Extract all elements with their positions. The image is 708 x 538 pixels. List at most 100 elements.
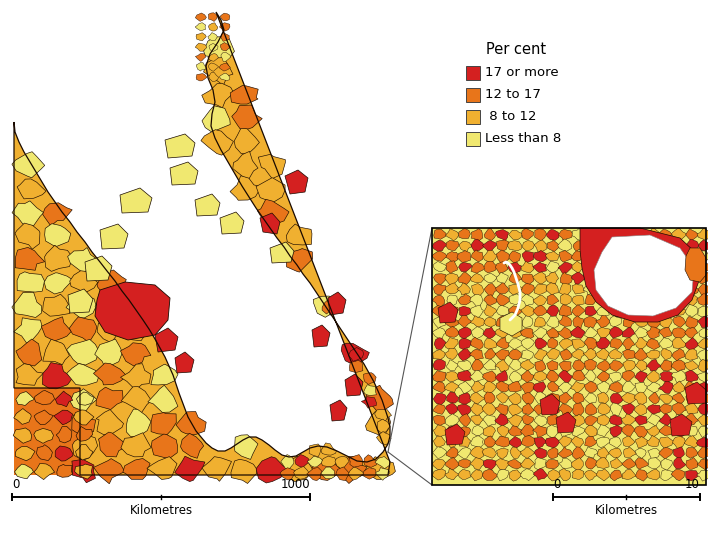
Polygon shape: [533, 371, 547, 382]
Polygon shape: [459, 414, 471, 427]
Polygon shape: [34, 428, 54, 443]
Polygon shape: [573, 403, 584, 415]
Polygon shape: [446, 437, 459, 448]
Polygon shape: [377, 419, 390, 433]
Polygon shape: [445, 468, 459, 480]
Polygon shape: [472, 284, 484, 295]
Polygon shape: [85, 256, 112, 281]
Polygon shape: [313, 296, 338, 317]
Polygon shape: [585, 337, 598, 350]
Polygon shape: [559, 229, 573, 240]
Polygon shape: [472, 327, 484, 338]
Polygon shape: [546, 349, 559, 359]
Polygon shape: [622, 381, 636, 392]
Polygon shape: [17, 179, 46, 199]
Polygon shape: [469, 392, 485, 404]
Polygon shape: [610, 403, 622, 415]
Polygon shape: [660, 251, 672, 261]
Polygon shape: [635, 416, 647, 425]
Polygon shape: [671, 370, 686, 383]
Polygon shape: [636, 470, 648, 481]
Polygon shape: [609, 381, 622, 393]
Polygon shape: [658, 448, 673, 459]
Polygon shape: [659, 327, 672, 338]
Polygon shape: [598, 295, 610, 305]
Polygon shape: [635, 449, 646, 458]
Polygon shape: [433, 415, 445, 426]
Polygon shape: [585, 436, 598, 447]
Polygon shape: [484, 305, 497, 316]
Polygon shape: [673, 250, 685, 262]
Polygon shape: [586, 457, 596, 469]
Polygon shape: [533, 262, 547, 272]
Polygon shape: [647, 382, 661, 393]
Polygon shape: [72, 459, 96, 483]
Polygon shape: [16, 392, 35, 406]
Polygon shape: [484, 261, 498, 273]
Polygon shape: [559, 361, 571, 372]
Polygon shape: [510, 447, 522, 459]
Text: 8 to 12: 8 to 12: [485, 110, 537, 124]
Polygon shape: [16, 447, 35, 461]
Polygon shape: [547, 316, 559, 328]
Polygon shape: [445, 229, 459, 241]
Polygon shape: [471, 229, 483, 241]
Polygon shape: [547, 337, 558, 349]
Polygon shape: [609, 372, 622, 383]
Polygon shape: [256, 457, 289, 483]
Polygon shape: [658, 381, 673, 394]
Polygon shape: [15, 223, 40, 249]
Polygon shape: [120, 188, 152, 213]
Polygon shape: [97, 270, 126, 296]
Polygon shape: [219, 73, 230, 81]
Polygon shape: [634, 327, 649, 339]
Polygon shape: [459, 263, 472, 272]
Polygon shape: [45, 224, 71, 246]
Polygon shape: [559, 305, 572, 316]
Polygon shape: [457, 251, 471, 263]
Polygon shape: [16, 339, 42, 366]
Polygon shape: [181, 433, 204, 458]
Polygon shape: [572, 228, 586, 240]
Polygon shape: [598, 415, 610, 426]
Polygon shape: [270, 242, 294, 263]
Polygon shape: [208, 53, 218, 61]
Polygon shape: [54, 410, 73, 424]
Polygon shape: [209, 44, 218, 51]
Polygon shape: [496, 306, 508, 316]
Polygon shape: [595, 348, 610, 360]
Polygon shape: [209, 73, 219, 82]
Polygon shape: [470, 273, 484, 282]
Bar: [432, 228, 706, 485]
Polygon shape: [496, 250, 510, 263]
Bar: [466, 66, 480, 80]
Polygon shape: [496, 381, 510, 392]
Polygon shape: [458, 459, 471, 468]
Polygon shape: [522, 274, 534, 285]
Polygon shape: [312, 458, 339, 480]
Polygon shape: [364, 373, 376, 385]
Polygon shape: [521, 261, 534, 273]
Polygon shape: [256, 178, 285, 203]
Polygon shape: [469, 370, 484, 383]
Polygon shape: [196, 62, 206, 71]
Bar: [466, 88, 480, 102]
Polygon shape: [647, 229, 661, 240]
Polygon shape: [658, 284, 673, 293]
Polygon shape: [634, 349, 649, 361]
Polygon shape: [685, 250, 698, 263]
Polygon shape: [535, 360, 546, 372]
Polygon shape: [16, 364, 43, 385]
Polygon shape: [622, 337, 635, 350]
Polygon shape: [673, 403, 686, 415]
Polygon shape: [484, 338, 497, 349]
Polygon shape: [12, 292, 42, 317]
Polygon shape: [534, 284, 547, 295]
Polygon shape: [635, 371, 647, 383]
Polygon shape: [433, 469, 446, 480]
Polygon shape: [559, 415, 571, 425]
Polygon shape: [472, 425, 485, 436]
Polygon shape: [610, 261, 622, 273]
Polygon shape: [661, 458, 673, 470]
Polygon shape: [445, 305, 458, 317]
